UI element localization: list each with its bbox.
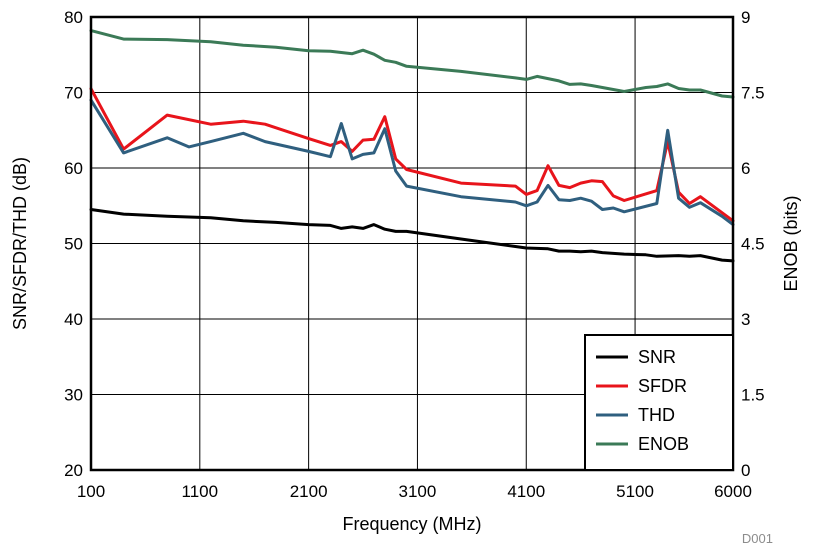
- y2-tick-label: 6: [741, 159, 750, 178]
- legend-label-sfdr: SFDR: [638, 376, 687, 396]
- y-tick-label: 60: [64, 159, 83, 178]
- x-tick-label: 1100: [182, 482, 219, 501]
- series-lines: [91, 31, 733, 261]
- y2-tick-label: 3: [741, 310, 750, 329]
- y2-tick-label: 0: [741, 461, 750, 480]
- series-line-snr: [91, 210, 733, 261]
- figure-id-note: D001: [742, 531, 773, 546]
- x-tick-label: 2100: [290, 482, 328, 501]
- y-tick-label: 20: [64, 461, 83, 480]
- x-tick-label: 100: [77, 482, 105, 501]
- series-line-sfdr: [91, 89, 733, 221]
- y-tick-labels: 20 30 40 50 60 70 80: [64, 8, 83, 480]
- y-tick-label: 50: [64, 235, 83, 254]
- y2-tick-label: 9: [741, 8, 750, 27]
- x-tick-labels: 100 1100 2100 3100 4100 5100 6000: [77, 482, 752, 501]
- y-tick-label: 40: [64, 310, 83, 329]
- y-tick-label: 80: [64, 8, 83, 27]
- series-line-enob: [91, 31, 733, 97]
- y2-axis-title: ENOB (bits): [781, 195, 801, 291]
- y-tick-label: 70: [64, 84, 83, 103]
- legend-label-snr: SNR: [638, 347, 676, 367]
- x-axis-title: Frequency (MHz): [342, 514, 481, 534]
- x-tick-label: 3100: [399, 482, 437, 501]
- y2-tick-label: 1.5: [741, 386, 765, 405]
- legend-label-enob: ENOB: [638, 434, 689, 454]
- y2-tick-labels: 0 1.5 3 4.5 6 7.5 9: [741, 8, 765, 480]
- y-tick-label: 30: [64, 386, 83, 405]
- y2-tick-label: 7.5: [741, 84, 765, 103]
- legend: SNR SFDR THD ENOB: [585, 335, 733, 470]
- y2-tick-label: 4.5: [741, 235, 765, 254]
- x-tick-label: 6000: [714, 482, 752, 501]
- x-tick-label: 5100: [616, 482, 654, 501]
- legend-label-thd: THD: [638, 405, 675, 425]
- x-tick-label: 4100: [507, 482, 545, 501]
- y-axis-title: SNR/SFDR/THD (dB): [10, 157, 30, 330]
